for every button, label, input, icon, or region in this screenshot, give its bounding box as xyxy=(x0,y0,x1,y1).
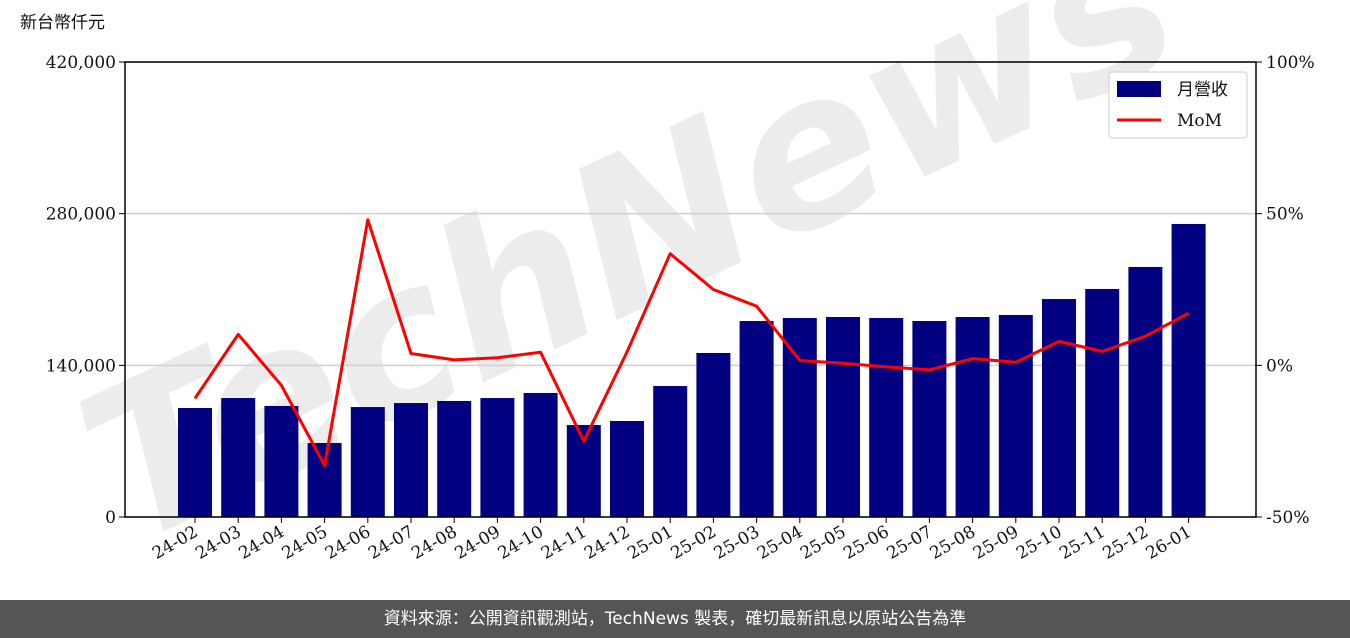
bar xyxy=(1171,223,1206,518)
bar xyxy=(998,314,1033,517)
bar xyxy=(1042,299,1076,517)
bar xyxy=(869,317,904,517)
bar xyxy=(437,400,472,517)
x-tick-label: 25-01 xyxy=(624,522,676,564)
legend-label: 月營收 xyxy=(1177,80,1228,100)
source-note: 資料來源：公開資訊觀測站，TechNews 製表，確切最新訊息以原站公告為準 xyxy=(0,600,1350,638)
y-tick-label: 0 xyxy=(105,508,116,528)
bar xyxy=(739,321,774,517)
bar xyxy=(955,317,990,517)
x-tick-label: 25-02 xyxy=(667,522,719,564)
chart: 新台幣仟元 TechNews0140,000280,000420,000-50%… xyxy=(20,0,1315,592)
x-tick-label: 25-07 xyxy=(883,522,935,564)
x-tick-label: 24-06 xyxy=(322,522,374,564)
bar xyxy=(1128,266,1163,517)
y2-tick-label: 50% xyxy=(1266,205,1304,225)
y-axis-label: 新台幣仟元 xyxy=(20,13,105,33)
x-tick-label: 24-08 xyxy=(408,522,460,564)
bar xyxy=(221,398,256,517)
y2-tick-label: -50% xyxy=(1266,508,1310,528)
y-tick-label: 280,000 xyxy=(46,205,116,225)
bar xyxy=(1085,288,1120,517)
bar xyxy=(264,405,299,517)
y2-tick-label: 100% xyxy=(1266,53,1315,73)
bar xyxy=(178,408,212,517)
x-tick-label: 24-11 xyxy=(538,522,590,564)
y-tick-label: 140,000 xyxy=(46,356,116,376)
plot-frame xyxy=(124,61,1257,518)
bar xyxy=(350,407,385,517)
x-tick-label: 25-08 xyxy=(927,522,979,564)
bar xyxy=(696,352,731,517)
y2-tick-label: 0% xyxy=(1266,356,1293,376)
x-tick-label: 24-12 xyxy=(581,522,633,564)
x-tick-label: 25-04 xyxy=(754,522,806,564)
bar xyxy=(394,403,428,517)
x-tick-label: 25-10 xyxy=(1013,522,1065,564)
bar xyxy=(523,392,558,517)
legend-swatch xyxy=(1117,81,1161,97)
x-tick-label: 25-11 xyxy=(1056,522,1108,564)
x-tick-label: 25-12 xyxy=(1099,522,1151,564)
line xyxy=(193,218,1190,467)
bar xyxy=(912,321,947,517)
x-tick-label: 25-03 xyxy=(711,522,763,564)
x-tick-label: 26-01 xyxy=(1143,522,1195,564)
x-tick-label: 25-09 xyxy=(970,522,1022,564)
x-tick-label: 24-09 xyxy=(451,522,503,564)
x-tick-label: 24-07 xyxy=(365,522,417,564)
bar xyxy=(826,317,860,517)
x-tick-label: 25-05 xyxy=(797,522,849,564)
bar xyxy=(782,317,817,517)
bar xyxy=(653,386,688,517)
y-tick-label: 420,000 xyxy=(46,53,116,73)
bar xyxy=(480,398,515,517)
x-tick-label: 24-10 xyxy=(495,522,547,564)
bar xyxy=(307,443,342,517)
x-tick-label: 25-06 xyxy=(840,522,892,564)
bar xyxy=(610,421,644,517)
legend-label: MoM xyxy=(1177,111,1222,131)
